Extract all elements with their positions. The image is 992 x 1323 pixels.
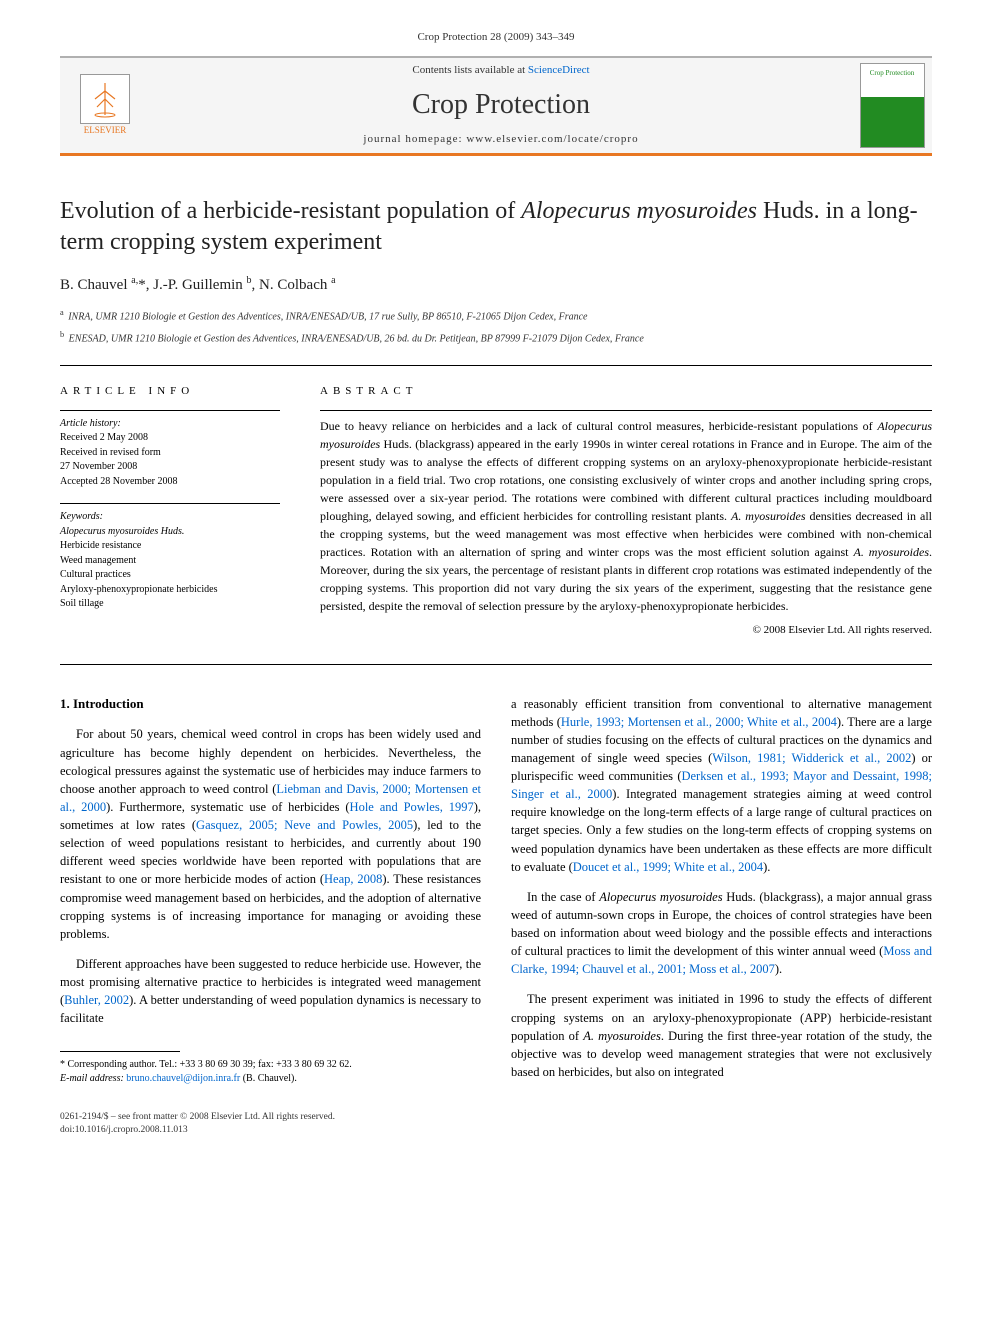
intro-p5: The present experiment was initiated in … xyxy=(511,990,932,1081)
article-history-block: Article history: Received 2 May 2008 Rec… xyxy=(60,417,280,490)
email-link[interactable]: bruno.chauvel@dijon.inra.fr xyxy=(126,1073,240,1084)
affil-text: INRA, UMR 1210 Biologie et Gestion des A… xyxy=(68,311,587,322)
article-title: Evolution of a herbicide-resistant popul… xyxy=(60,196,932,258)
column-right: a reasonably efficient transition from c… xyxy=(511,695,932,1094)
history-label: Article history: xyxy=(60,417,280,432)
abstract-block: ABSTRACT Due to heavy reliance on herbic… xyxy=(320,384,932,639)
banner-center: Contents lists available at ScienceDirec… xyxy=(150,63,852,147)
journal-cover-box: Crop Protection xyxy=(852,58,932,153)
keywords-block: Keywords: Alopecurus myosuroides Huds. H… xyxy=(60,510,280,612)
meta-rule xyxy=(60,410,280,411)
meta-rule xyxy=(320,410,932,411)
email-suffix: (B. Chauvel). xyxy=(243,1073,297,1084)
keyword: Alopecurus myosuroides Huds. xyxy=(60,525,280,540)
keywords-label: Keywords: xyxy=(60,510,280,525)
footnote-line: * Corresponding author. Tel.: +33 3 80 6… xyxy=(60,1058,481,1072)
homepage-url[interactable]: www.elsevier.com/locate/cropro xyxy=(466,133,638,145)
separator-rule xyxy=(60,664,932,665)
intro-p1: For about 50 years, chemical weed contro… xyxy=(60,725,481,943)
keyword: Cultural practices xyxy=(60,568,280,583)
journal-name: Crop Protection xyxy=(150,85,852,126)
email-label: E-mail address: xyxy=(60,1073,124,1084)
homepage-prefix: journal homepage: xyxy=(363,133,466,145)
footer-line-1: 0261-2194/$ – see front matter © 2008 El… xyxy=(60,1111,932,1124)
top-citation: Crop Protection 28 (2009) 343–349 xyxy=(60,30,932,46)
history-line: Accepted 28 November 2008 xyxy=(60,475,280,490)
affil-sup: a xyxy=(60,308,64,317)
journal-banner: ELSEVIER Contents lists available at Sci… xyxy=(60,56,932,156)
keyword: Soil tillage xyxy=(60,597,280,612)
footer-copyright: 0261-2194/$ – see front matter © 2008 El… xyxy=(60,1111,932,1138)
affil-sup: b xyxy=(60,330,64,339)
affiliation-a: a INRA, UMR 1210 Biologie et Gestion des… xyxy=(60,307,932,325)
meta-row: ARTICLE INFO Article history: Received 2… xyxy=(60,384,932,639)
sciencedirect-link[interactable]: ScienceDirect xyxy=(528,64,590,76)
intro-p4: In the case of Alopecurus myosuroides Hu… xyxy=(511,888,932,979)
intro-p3: a reasonably efficient transition from c… xyxy=(511,695,932,876)
keyword: Herbicide resistance xyxy=(60,539,280,554)
article-body: 1. Introduction For about 50 years, chem… xyxy=(60,695,932,1094)
article-info-block: ARTICLE INFO Article history: Received 2… xyxy=(60,384,280,639)
history-line: Received 2 May 2008 xyxy=(60,431,280,446)
publisher-logo-box: ELSEVIER xyxy=(60,74,150,137)
publisher-name: ELSEVIER xyxy=(84,124,127,137)
keyword: Weed management xyxy=(60,554,280,569)
section-heading-intro: 1. Introduction xyxy=(60,695,481,714)
footnote-separator xyxy=(60,1051,180,1052)
intro-p2: Different approaches have been suggested… xyxy=(60,955,481,1028)
footnote-email-line: E-mail address: bruno.chauvel@dijon.inra… xyxy=(60,1072,481,1086)
abstract-heading: ABSTRACT xyxy=(320,384,932,400)
authors-line: B. Chauvel a,*, J.-P. Guillemin b, N. Co… xyxy=(60,274,932,297)
column-left: 1. Introduction For about 50 years, chem… xyxy=(60,695,481,1094)
history-line: Received in revised form xyxy=(60,446,280,461)
affiliation-b: b ENESAD, UMR 1210 Biologie et Gestion d… xyxy=(60,329,932,347)
elsevier-tree-icon xyxy=(80,74,130,124)
contents-prefix: Contents lists available at xyxy=(412,64,527,76)
abstract-copyright: © 2008 Elsevier Ltd. All rights reserved… xyxy=(320,623,932,639)
keyword: Aryloxy-phenoxypropionate herbicides xyxy=(60,583,280,598)
affil-text: ENESAD, UMR 1210 Biologie et Gestion des… xyxy=(69,333,644,344)
separator-rule xyxy=(60,365,932,366)
footer-doi: doi:10.1016/j.cropro.2008.11.013 xyxy=(60,1124,932,1137)
homepage-line: journal homepage: www.elsevier.com/locat… xyxy=(150,132,852,148)
meta-rule xyxy=(60,503,280,504)
article-info-heading: ARTICLE INFO xyxy=(60,384,280,400)
corresponding-author-footnote: * Corresponding author. Tel.: +33 3 80 6… xyxy=(60,1058,481,1086)
abstract-text: Due to heavy reliance on herbicides and … xyxy=(320,417,932,615)
history-line: 27 November 2008 xyxy=(60,460,280,475)
contents-lists-line: Contents lists available at ScienceDirec… xyxy=(150,63,852,79)
journal-cover-thumb: Crop Protection xyxy=(860,63,925,148)
